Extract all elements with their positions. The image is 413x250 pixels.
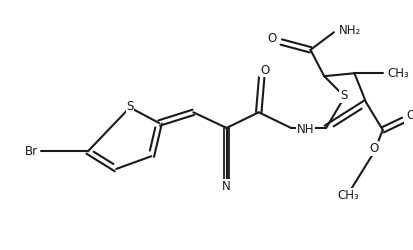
Text: Br: Br <box>25 145 38 158</box>
Text: S: S <box>339 89 347 102</box>
Text: O: O <box>405 109 413 122</box>
Text: O: O <box>368 142 377 155</box>
Text: O: O <box>266 32 275 44</box>
Text: S: S <box>126 100 133 113</box>
Text: CH₃: CH₃ <box>337 189 358 202</box>
Text: CH₃: CH₃ <box>387 67 408 80</box>
Text: O: O <box>259 64 268 77</box>
Text: N: N <box>222 180 230 193</box>
Text: NH: NH <box>296 124 313 136</box>
Text: NH₂: NH₂ <box>338 24 360 37</box>
